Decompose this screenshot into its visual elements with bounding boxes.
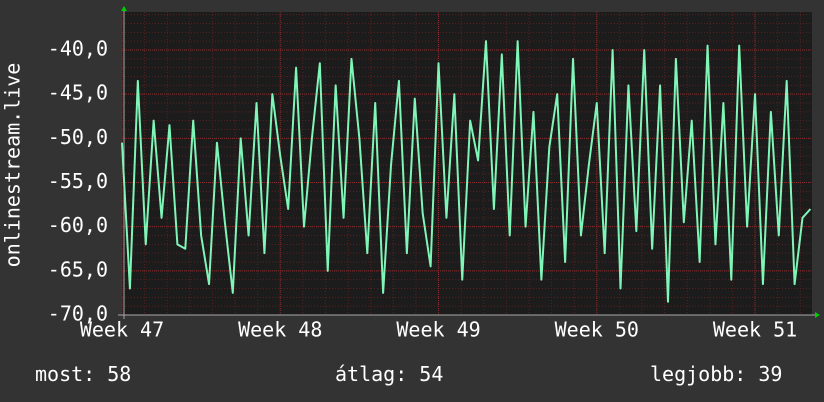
y-tick-label: -70,0 [48,302,108,326]
axis-arrow [121,6,127,11]
y-tick-label: -45,0 [48,81,108,105]
y-axis-label: onlinestream.live [1,63,25,268]
y-tick-label: -65,0 [48,257,108,281]
x-tick-label: Week 49 [396,318,480,342]
footer-label: legjobb: [650,362,746,386]
footer-label: most: [35,362,95,386]
x-tick-label: Week 47 [80,318,164,342]
y-tick-label: -40,0 [48,36,108,60]
footer-value: 39 [758,362,782,386]
footer-item: legjobb: 39 [650,362,782,386]
data-line [121,40,812,303]
x-tick-label: Week 50 [555,318,639,342]
footer-item: átlag: 54 [335,362,443,386]
y-tick-label: -60,0 [48,213,108,237]
x-tick-label: Week 51 [713,318,797,342]
plot-area [122,12,812,315]
footer-item: most: 58 [35,362,131,386]
footer-label: átlag: [335,362,407,386]
y-tick-label: -55,0 [48,169,108,193]
x-tick-label: Week 48 [238,318,322,342]
axis-arrow [815,312,820,318]
footer-value: 58 [107,362,131,386]
y-tick-label: -50,0 [48,125,108,149]
footer-value: 54 [419,362,443,386]
